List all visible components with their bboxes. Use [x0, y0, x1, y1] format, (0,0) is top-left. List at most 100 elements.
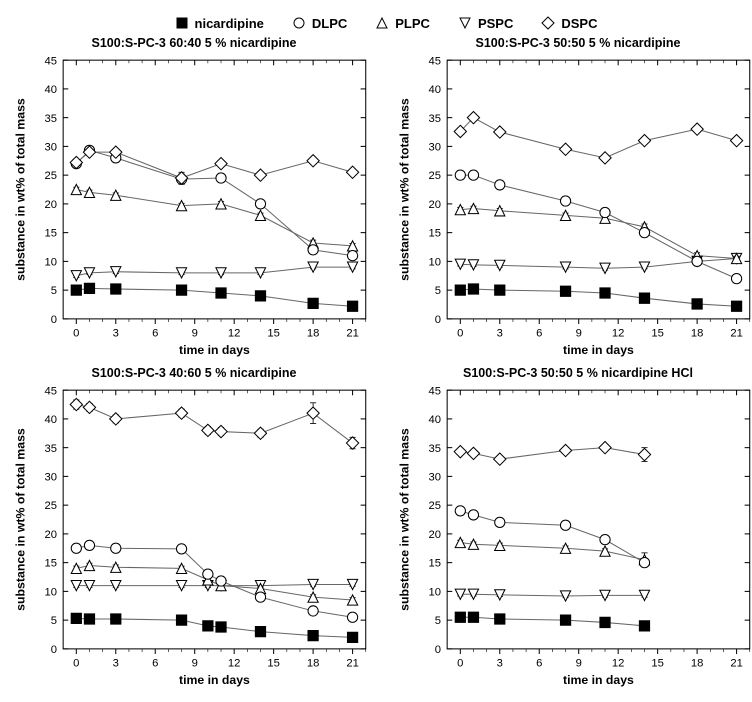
series-line-DSPC: [460, 448, 644, 459]
svg-text:5: 5: [51, 615, 57, 627]
svg-text:0: 0: [457, 657, 463, 669]
plot: 036912151821051015202530354045time in da…: [394, 54, 752, 362]
svg-text:10: 10: [429, 586, 441, 598]
plot: 036912151821051015202530354045time in da…: [10, 384, 378, 692]
panel-p4: S100:S-PC-3 50:50 5 % nicardipine HCl036…: [394, 366, 752, 692]
svg-text:6: 6: [152, 327, 158, 339]
svg-text:21: 21: [346, 327, 358, 339]
panel-p2: S100:S-PC-3 50:50 5 % nicardipine 0 3 6 9 12 1…: [394, 36, 752, 362]
legend-label: DLPC: [312, 16, 347, 31]
legend-item-DSPC: DSPC: [541, 16, 597, 31]
svg-text:25: 25: [45, 170, 57, 182]
svg-text:0: 0: [457, 327, 463, 339]
svg-text:9: 9: [576, 657, 582, 669]
svg-text:45: 45: [429, 55, 441, 67]
series-line-nicardipine: [460, 617, 644, 626]
svg-text:45: 45: [45, 385, 57, 397]
series-line-DLPC: [460, 511, 644, 563]
legend-item-PSPC: PSPC: [458, 16, 513, 31]
DLPC-icon: [292, 16, 306, 30]
svg-text:18: 18: [691, 327, 703, 339]
svg-text:0: 0: [51, 314, 57, 326]
svg-text:45: 45: [45, 55, 57, 67]
svg-text:substance in wt% of total mass: substance in wt% of total mass: [397, 428, 411, 611]
svg-text:12: 12: [228, 657, 240, 669]
DSPC-icon: [541, 16, 555, 30]
svg-text:0: 0: [73, 327, 79, 339]
svg-text:40: 40: [429, 84, 441, 96]
svg-text:18: 18: [307, 657, 319, 669]
svg-text:substance in wt% of total mass: substance in wt% of total mass: [397, 98, 411, 281]
svg-text:10: 10: [45, 586, 57, 598]
svg-text:25: 25: [429, 500, 441, 512]
PLPC-icon: [375, 16, 389, 30]
svg-text:15: 15: [651, 657, 663, 669]
legend-label: DSPC: [561, 16, 597, 31]
svg-text:substance in wt% of total mass: substance in wt% of total mass: [13, 98, 27, 281]
panel-title: S100:S-PC-3 60:40 5 % nicardipine: [10, 36, 378, 50]
svg-text:15: 15: [651, 327, 663, 339]
svg-text:18: 18: [307, 327, 319, 339]
svg-text:21: 21: [730, 657, 742, 669]
panel-p3: S100:S-PC-3 40:60 5 % nicardipine0369121…: [10, 366, 378, 692]
svg-text:20: 20: [429, 199, 441, 211]
svg-text:10: 10: [45, 256, 57, 268]
svg-text:15: 15: [45, 228, 57, 240]
svg-text:20: 20: [429, 529, 441, 541]
svg-text:0: 0: [51, 644, 57, 656]
legend-item-DLPC: DLPC: [292, 16, 347, 31]
svg-text:3: 3: [113, 327, 119, 339]
legend-item-PLPC: PLPC: [375, 16, 430, 31]
svg-text:0: 0: [435, 644, 441, 656]
plot: 036912151821051015202530354045time in da…: [10, 54, 378, 362]
legend-label: PLPC: [395, 16, 430, 31]
legend-label: nicardipine: [195, 16, 264, 31]
svg-text:time in days: time in days: [563, 343, 634, 357]
svg-text:20: 20: [45, 199, 57, 211]
svg-text:time in days: time in days: [563, 673, 634, 687]
svg-text:12: 12: [612, 657, 624, 669]
svg-text:40: 40: [429, 414, 441, 426]
svg-text:5: 5: [51, 285, 57, 297]
svg-text:3: 3: [497, 657, 503, 669]
svg-text:3: 3: [497, 327, 503, 339]
panel-title: S100:S-PC-3 50:50 5 % nicardipine: [394, 36, 752, 50]
svg-text:0: 0: [435, 314, 441, 326]
svg-text:0: 0: [73, 657, 79, 669]
svg-text:time in days: time in days: [179, 673, 250, 687]
svg-text:25: 25: [429, 170, 441, 182]
svg-text:21: 21: [730, 327, 742, 339]
svg-text:35: 35: [45, 113, 57, 125]
svg-text:45: 45: [429, 385, 441, 397]
legend-item-nicardipine: nicardipine: [175, 16, 264, 31]
svg-text:35: 35: [429, 443, 441, 455]
svg-text:30: 30: [429, 471, 441, 483]
svg-text:9: 9: [576, 327, 582, 339]
svg-text:15: 15: [267, 657, 279, 669]
svg-text:20: 20: [45, 529, 57, 541]
panel-title: S100:S-PC-3 50:50 5 % nicardipine HCl: [394, 366, 752, 380]
svg-text:21: 21: [346, 657, 358, 669]
svg-text:15: 15: [429, 228, 441, 240]
figure: nicardipine DLPC PLPC PSPC DSPC S100:S-PC-3 …: [10, 10, 752, 692]
svg-text:3: 3: [113, 657, 119, 669]
svg-text:9: 9: [192, 327, 198, 339]
svg-text:10: 10: [429, 256, 441, 268]
series-line-DSPC: [460, 118, 736, 158]
svg-text:40: 40: [45, 414, 57, 426]
svg-text:12: 12: [612, 327, 624, 339]
svg-text:15: 15: [429, 558, 441, 570]
svg-text:15: 15: [267, 327, 279, 339]
nicardipine-icon: [175, 16, 189, 30]
svg-text:30: 30: [45, 141, 57, 153]
panel-title: S100:S-PC-3 40:60 5 % nicardipine: [10, 366, 378, 380]
PSPC-icon: [458, 16, 472, 30]
svg-text:30: 30: [429, 141, 441, 153]
svg-text:5: 5: [435, 615, 441, 627]
svg-text:6: 6: [536, 327, 542, 339]
svg-text:35: 35: [429, 113, 441, 125]
svg-text:18: 18: [691, 657, 703, 669]
legend: nicardipine DLPC PLPC PSPC DSPC: [10, 10, 752, 36]
legend-label: PSPC: [478, 16, 513, 31]
svg-text:35: 35: [45, 443, 57, 455]
